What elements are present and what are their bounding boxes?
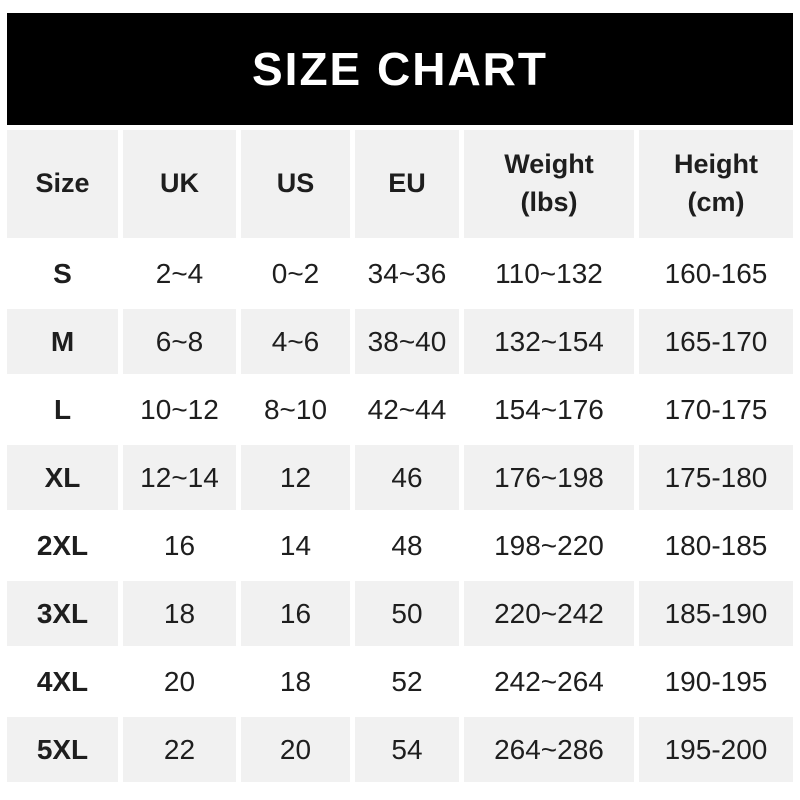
- table-cell-us: 20: [241, 717, 350, 782]
- table-cell-height: 190-195: [639, 649, 793, 714]
- table-cell-weight: 264~286: [464, 717, 634, 782]
- table-cell-eu: 54: [355, 717, 459, 782]
- table-row-3xl: 3XL 18 16 50 220~242 185-190: [7, 581, 793, 646]
- column-header-weight: Weight (lbs): [464, 130, 634, 238]
- table-cell-uk: 20: [123, 649, 236, 714]
- table-row-2xl: 2XL 16 14 48 198~220 180-185: [7, 513, 793, 578]
- table-row-l: L 10~12 8~10 42~44 154~176 170-175: [7, 377, 793, 442]
- table-row-5xl: 5XL 22 20 54 264~286 195-200: [7, 717, 793, 782]
- table-cell-weight: 220~242: [464, 581, 634, 646]
- table-cell-eu: 34~36: [355, 241, 459, 306]
- table-cell-height: 195-200: [639, 717, 793, 782]
- table-cell-height: 170-175: [639, 377, 793, 442]
- table-cell-weight: 132~154: [464, 309, 634, 374]
- table-cell-uk: 6~8: [123, 309, 236, 374]
- column-header-height: Height (cm): [639, 130, 793, 238]
- table-row-m: M 6~8 4~6 38~40 132~154 165-170: [7, 309, 793, 374]
- table-cell-weight: 110~132: [464, 241, 634, 306]
- table-header-row: Size UK US EU Weight (lbs) Height (cm): [7, 130, 793, 238]
- row-label: S: [7, 241, 118, 306]
- table-cell-eu: 52: [355, 649, 459, 714]
- column-header-uk: UK: [123, 130, 236, 238]
- table-cell-weight: 242~264: [464, 649, 634, 714]
- row-label: 5XL: [7, 717, 118, 782]
- table-cell-height: 160-165: [639, 241, 793, 306]
- table-cell-us: 0~2: [241, 241, 350, 306]
- row-label: M: [7, 309, 118, 374]
- row-label: 4XL: [7, 649, 118, 714]
- table-cell-us: 16: [241, 581, 350, 646]
- row-label: 2XL: [7, 513, 118, 578]
- table-row-xl: XL 12~14 12 46 176~198 175-180: [7, 445, 793, 510]
- table-cell-uk: 22: [123, 717, 236, 782]
- table-cell-height: 180-185: [639, 513, 793, 578]
- table-cell-uk: 10~12: [123, 377, 236, 442]
- table-cell-us: 14: [241, 513, 350, 578]
- title-banner: SIZE CHART: [7, 13, 793, 125]
- table-cell-weight: 198~220: [464, 513, 634, 578]
- table-cell-height: 165-170: [639, 309, 793, 374]
- row-label: L: [7, 377, 118, 442]
- row-label: 3XL: [7, 581, 118, 646]
- column-header-eu: EU: [355, 130, 459, 238]
- table-cell-height: 175-180: [639, 445, 793, 510]
- table-cell-eu: 42~44: [355, 377, 459, 442]
- table-cell-weight: 154~176: [464, 377, 634, 442]
- table-cell-us: 12: [241, 445, 350, 510]
- table-row-s: S 2~4 0~2 34~36 110~132 160-165: [7, 241, 793, 306]
- table-row-4xl: 4XL 20 18 52 242~264 190-195: [7, 649, 793, 714]
- table-cell-eu: 48: [355, 513, 459, 578]
- row-label: XL: [7, 445, 118, 510]
- table-cell-uk: 16: [123, 513, 236, 578]
- table-cell-eu: 38~40: [355, 309, 459, 374]
- table-cell-us: 18: [241, 649, 350, 714]
- table-cell-us: 8~10: [241, 377, 350, 442]
- page-title: SIZE CHART: [252, 43, 548, 95]
- table-cell-uk: 2~4: [123, 241, 236, 306]
- table-cell-height: 185-190: [639, 581, 793, 646]
- table-cell-uk: 12~14: [123, 445, 236, 510]
- table-cell-eu: 46: [355, 445, 459, 510]
- column-header-us: US: [241, 130, 350, 238]
- table-cell-weight: 176~198: [464, 445, 634, 510]
- size-table: Size UK US EU Weight (lbs) Height (cm) S…: [7, 130, 793, 782]
- table-cell-uk: 18: [123, 581, 236, 646]
- table-cell-us: 4~6: [241, 309, 350, 374]
- table-cell-eu: 50: [355, 581, 459, 646]
- column-header-size: Size: [7, 130, 118, 238]
